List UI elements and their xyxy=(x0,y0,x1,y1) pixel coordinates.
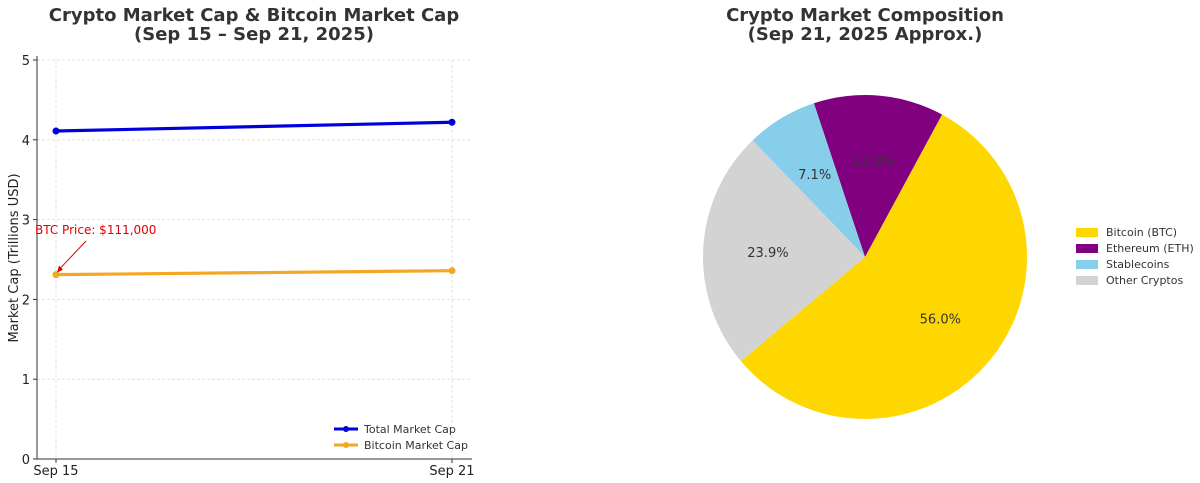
legend-marker xyxy=(343,426,349,432)
pie-percent-label: 13.0% xyxy=(853,154,894,169)
legend-label: Bitcoin (BTC) xyxy=(1106,226,1177,239)
pie-chart-title-line-2: (Sep 21, 2025 Approx.) xyxy=(748,24,983,45)
pie-slice xyxy=(752,103,865,257)
pie-slices xyxy=(703,94,1027,420)
line-chart-title-line-1: Crypto Market Cap & Bitcoin Market Cap xyxy=(49,5,460,26)
legend-marker xyxy=(343,442,349,448)
pie-chart-legend: Bitcoin (BTC) Ethereum (ETH) Stablecoins Ot… xyxy=(1076,226,1194,287)
pie-percent-labels: 56.0% 13.0% 7.1% 23.9% xyxy=(747,154,961,327)
legend-label: Ethereum (ETH) xyxy=(1106,242,1194,255)
y-tick-label: 1 xyxy=(22,373,30,388)
pie-percent-label: 56.0% xyxy=(920,312,961,327)
series-line-1 xyxy=(55,269,453,277)
y-tick-label: 5 xyxy=(22,54,30,69)
legend-label: Stablecoins xyxy=(1106,258,1170,271)
y-tick-label: 3 xyxy=(22,214,30,229)
pie-slice xyxy=(813,94,943,257)
btc-price-annotation-text: BTC Price: $111,000 xyxy=(35,223,156,237)
line-chart-legend: Total Market Cap Bitcoin Market Cap xyxy=(334,423,468,452)
legend-label: Total Market Cap xyxy=(363,423,456,436)
line-chart: Crypto Market Cap & Bitcoin Market Cap (… xyxy=(7,5,475,479)
pie-percent-label: 23.9% xyxy=(747,246,788,261)
pie-slice xyxy=(740,114,1027,420)
series-point xyxy=(448,118,456,126)
btc-price-annotation: BTC Price: $111,000 xyxy=(35,223,156,273)
line-chart-axes: 0 1 2 3 4 5 Sep 15 Sep 21 xyxy=(22,54,475,479)
legend-swatch xyxy=(1076,260,1098,269)
y-tick-label: 0 xyxy=(22,453,30,468)
pie-slice xyxy=(703,140,865,362)
series-point xyxy=(52,127,60,135)
pie-percent-label: 7.1% xyxy=(798,168,831,183)
line-chart-series xyxy=(52,118,456,279)
legend-label: Other Cryptos xyxy=(1106,274,1183,287)
legend-swatch xyxy=(1076,228,1098,237)
legend-swatch xyxy=(1076,244,1098,253)
pie-chart-title-line-1: Crypto Market Composition xyxy=(726,5,1004,26)
legend-label: Bitcoin Market Cap xyxy=(364,439,468,452)
series-line-0 xyxy=(55,120,453,133)
annotation-arrow-line xyxy=(57,240,87,272)
series-point xyxy=(52,271,60,279)
y-tick-label: 2 xyxy=(22,293,30,308)
line-chart-grid xyxy=(37,59,472,460)
pie-chart: Crypto Market Composition (Sep 21, 2025 … xyxy=(703,5,1194,420)
x-tick-label: Sep 21 xyxy=(429,464,474,479)
x-tick-label: Sep 15 xyxy=(33,464,78,479)
legend-swatch xyxy=(1076,276,1098,285)
series-point xyxy=(448,267,456,275)
annotation-arrow-head xyxy=(57,265,63,273)
line-chart-title-line-2: (Sep 15 – Sep 21, 2025) xyxy=(134,24,374,45)
y-tick-label: 4 xyxy=(22,134,30,149)
y-axis-label: Market Cap (Trillions USD) xyxy=(7,173,22,342)
